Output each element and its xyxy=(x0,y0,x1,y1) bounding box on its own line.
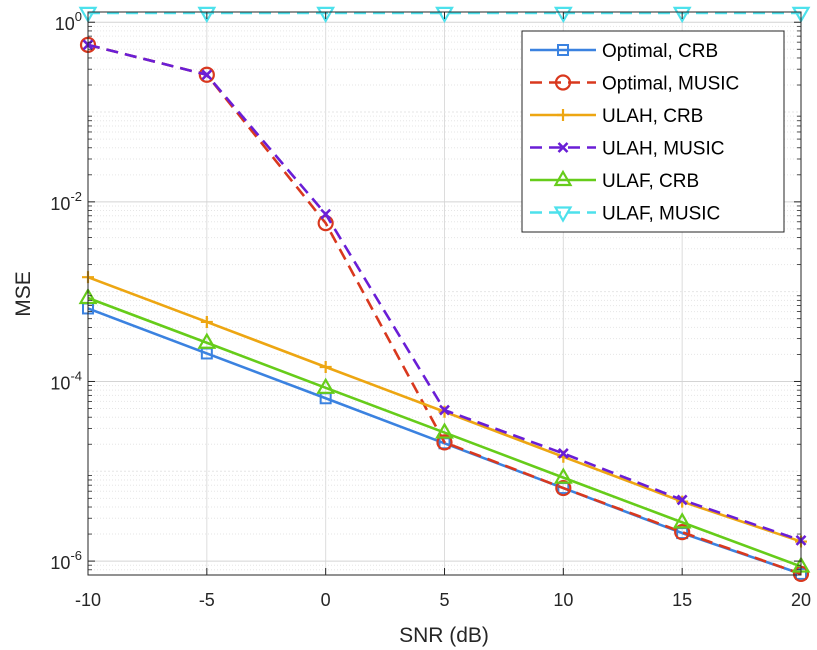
data-point-marker xyxy=(198,66,215,83)
y-tick-label: 10-6 xyxy=(50,548,82,573)
legend: Optimal, CRB Optimal, MUSIC ULAH, CRB ULAH,… xyxy=(521,30,785,233)
legend-marker xyxy=(557,142,569,153)
data-point-marker xyxy=(791,6,811,24)
legend-item: ULAF, CRB xyxy=(530,169,699,192)
data-point-marker xyxy=(319,360,332,373)
series-ulaf-crb xyxy=(78,287,811,573)
data-point-marker xyxy=(672,512,692,529)
x-tick-label: 5 xyxy=(439,590,449,610)
legend-item: ULAF, MUSIC xyxy=(530,204,720,225)
legend-label: ULAH, MUSIC xyxy=(602,139,724,160)
legend-marker xyxy=(557,44,569,56)
data-point-marker xyxy=(553,467,573,484)
x-axis-label: SNR (dB) xyxy=(399,624,489,647)
y-tick-label: 100 xyxy=(55,9,82,34)
data-point-marker xyxy=(553,6,573,24)
legend-item: Optimal, CRB xyxy=(530,41,718,62)
legend-label: Optimal, MUSIC xyxy=(602,74,739,95)
data-point-marker xyxy=(320,208,332,220)
legend-label: ULAH, CRB xyxy=(602,106,703,127)
x-tick-label: 0 xyxy=(321,590,331,610)
data-point-marker xyxy=(78,6,98,24)
y-tick-label: 10-2 xyxy=(50,189,82,214)
legend-marker xyxy=(553,169,573,187)
legend-item: ULAH, CRB xyxy=(530,106,703,127)
data-point-marker xyxy=(672,6,692,24)
data-point-marker xyxy=(197,6,217,24)
legend-marker xyxy=(557,109,569,121)
data-point-marker xyxy=(316,377,336,394)
data-point-marker xyxy=(197,332,217,349)
x-tick-label: 15 xyxy=(672,590,692,610)
data-point-marker xyxy=(316,6,336,24)
data-point-marker xyxy=(674,524,691,541)
y-tick-base: 10 xyxy=(50,553,70,573)
y-tick-exponent: 0 xyxy=(75,9,82,24)
x-tick-label: -5 xyxy=(199,590,215,610)
y-tick-base: 10 xyxy=(50,373,70,393)
data-point-marker xyxy=(435,422,454,439)
legend-marker xyxy=(554,74,572,91)
y-tick-exponent: -4 xyxy=(70,368,82,383)
series-line xyxy=(87,296,802,568)
data-point-marker xyxy=(436,434,453,451)
legend-box xyxy=(521,30,785,233)
y-tick-base: 10 xyxy=(55,14,75,34)
y-axis-label: MSE xyxy=(12,271,35,317)
legend-item: Optimal, MUSIC xyxy=(530,74,739,95)
data-point-marker xyxy=(555,479,572,497)
x-tick-label: 10 xyxy=(553,590,573,610)
data-point-marker xyxy=(557,448,569,459)
data-point-marker xyxy=(439,404,450,416)
legend-marker xyxy=(553,206,573,223)
x-tick-label: -10 xyxy=(75,590,101,610)
legend-label: Optimal, CRB xyxy=(602,41,718,62)
legend-label: ULAF, MUSIC xyxy=(602,204,720,225)
y-tick-exponent: -6 xyxy=(70,548,82,563)
data-point-marker xyxy=(435,6,454,24)
data-point-marker xyxy=(200,315,213,328)
legend-label: ULAF, CRB xyxy=(602,171,699,192)
y-tick-exponent: -2 xyxy=(70,189,82,204)
y-tick-label: 10-4 xyxy=(50,368,82,393)
x-tick-label: 20 xyxy=(791,590,811,610)
data-point-marker xyxy=(201,69,213,81)
data-point-marker xyxy=(676,494,688,506)
legend-item: ULAH, MUSIC xyxy=(530,139,724,160)
y-tick-base: 10 xyxy=(50,194,70,214)
